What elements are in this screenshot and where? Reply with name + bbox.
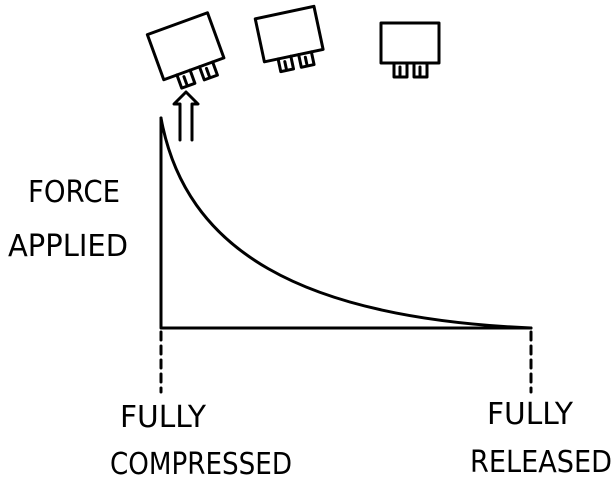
dashed-guides — [159, 330, 533, 394]
x-label-line: FULLY — [487, 397, 574, 432]
button-released — [379, 21, 441, 79]
x-label-line: FULLY — [120, 400, 207, 435]
arrow — [172, 90, 200, 142]
y-label-line: APPLIED — [8, 229, 128, 264]
button-compressed — [145, 11, 226, 90]
force-curve — [159, 116, 533, 330]
y-label-line: FORCE — [28, 175, 120, 210]
x-label-line: RELEASED — [470, 445, 612, 480]
axes — [159, 116, 533, 330]
button-half — [253, 4, 325, 74]
x-label-line: COMPRESSED — [110, 447, 292, 482]
